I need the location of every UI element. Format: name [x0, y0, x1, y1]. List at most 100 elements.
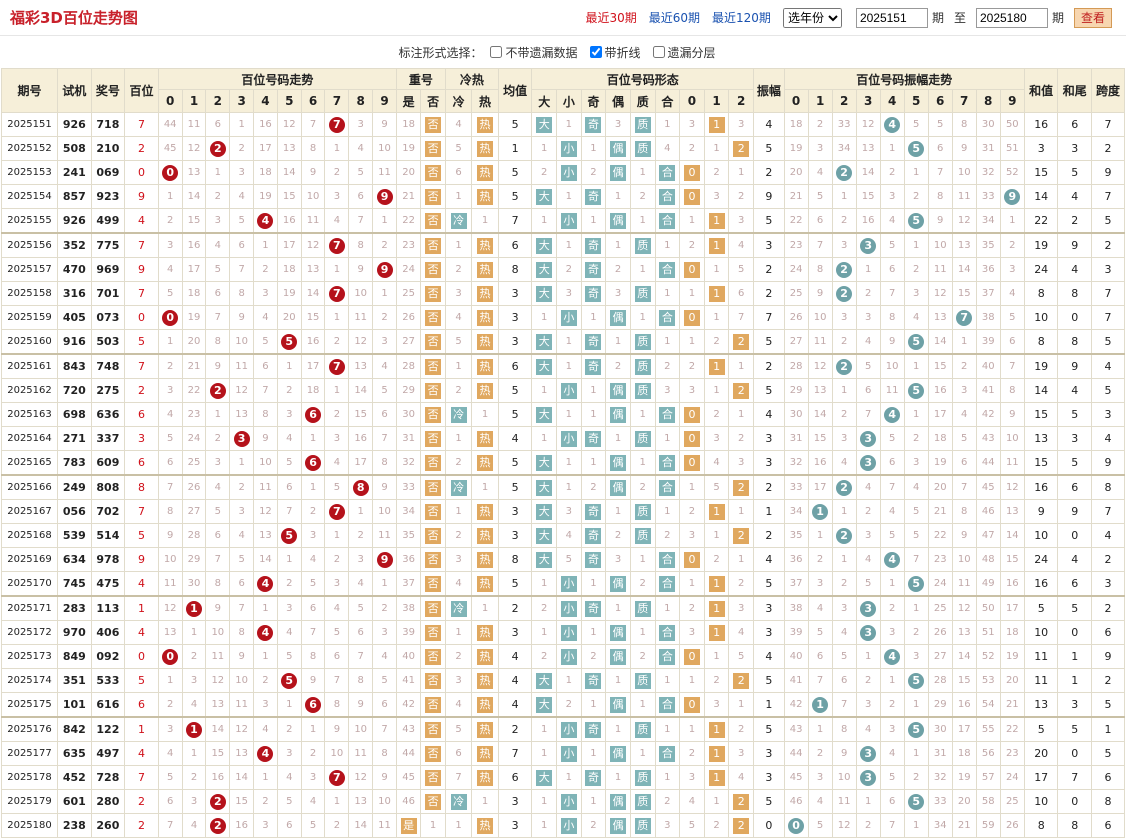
recent-60-link[interactable]: 最近60期: [648, 11, 701, 25]
form-flag: 合: [659, 551, 676, 568]
amp-missing-cell: 25: [999, 789, 1025, 814]
form-missing-cell: 1: [679, 329, 705, 355]
form-flag: 质: [634, 285, 651, 302]
trend-hit-cell: 0: [157, 305, 183, 330]
option-layer[interactable]: 遗漏分层: [652, 44, 716, 61]
span-cell: 2: [1091, 668, 1125, 693]
route-flag-cell: 2: [728, 668, 755, 693]
avg-cell: 7: [497, 208, 533, 234]
trend-missing-cell: 1: [324, 136, 350, 161]
trend-missing-cell: 5: [229, 208, 255, 234]
amp-missing-cell: 13: [951, 232, 977, 258]
amp-missing-cell: 44: [975, 450, 1001, 476]
amp-missing-cell: 11: [831, 789, 857, 814]
amp-missing-cell: 24: [927, 571, 953, 597]
trend-missing-cell: 4: [324, 450, 350, 476]
amp-missing-cell: 2: [903, 257, 929, 282]
from-period-input[interactable]: [855, 7, 928, 28]
hot-flag: 热: [477, 309, 494, 326]
amp-missing-cell: 7: [879, 474, 905, 500]
hit-ball: 7: [328, 358, 345, 375]
tail-cell: 6: [1057, 112, 1093, 137]
amp-hit-cell: 1: [807, 499, 833, 524]
trend-missing-cell: 11: [229, 692, 255, 718]
line-checkbox[interactable]: [589, 46, 602, 58]
trend-missing-cell: 24: [181, 426, 207, 451]
col-period[interactable]: 期号: [1, 68, 58, 113]
form-missing-cell: 1: [580, 450, 607, 476]
amp-hit-cell: 5: [903, 668, 929, 693]
recent-120-link[interactable]: 最近120期: [712, 11, 771, 25]
form-sub-header: 偶: [605, 89, 631, 113]
form-missing-cell: 1: [531, 789, 558, 814]
form-missing-cell: 1: [605, 184, 631, 209]
form-flag: 奇: [585, 188, 602, 205]
layer-checkbox[interactable]: [652, 46, 665, 58]
repeat-sub-header: 否: [420, 89, 446, 113]
route-flag-cell: 1: [703, 765, 730, 790]
to-period-input[interactable]: [975, 7, 1048, 28]
hot-flag: 热: [477, 164, 494, 181]
form-missing-cell: 1: [605, 499, 631, 524]
trend-missing-cell: 5: [300, 571, 326, 597]
trend-missing-cell: 9: [348, 692, 374, 718]
hit-ball: 5: [281, 333, 298, 350]
trend-missing-cell: 8: [253, 402, 278, 427]
trend-missing-cell: 2: [324, 329, 350, 355]
trend-missing-cell: 29: [181, 547, 207, 572]
trend-missing-cell: 3: [276, 741, 302, 766]
trend-missing-cell: 21: [181, 353, 207, 379]
trial-cell: 352: [57, 232, 92, 258]
form-flag-cell: 质: [629, 789, 656, 814]
col-span: 跨度: [1091, 68, 1125, 113]
route-flag: 1: [708, 721, 725, 738]
form-missing-cell: 3: [728, 112, 755, 137]
amp-ball: 3: [860, 454, 877, 471]
form-missing-cell: 2: [605, 523, 631, 548]
amp-missing-cell: 6: [927, 136, 953, 161]
hundreds-cell: 2: [124, 378, 159, 403]
trend-missing-cell: 11: [181, 112, 207, 137]
option-line[interactable]: 带折线: [589, 44, 641, 61]
trial-cell: 101: [57, 692, 92, 718]
amp-missing-cell: 4: [879, 499, 905, 524]
trend-missing-cell: 8: [300, 136, 326, 161]
year-select[interactable]: 选年份: [782, 7, 842, 28]
form-missing-cell: 1: [629, 692, 656, 718]
amp-cell: 1: [753, 499, 785, 524]
recent-30-link[interactable]: 最近30期: [585, 11, 637, 25]
amp-missing-cell: 51: [975, 620, 1001, 645]
amp-missing-cell: 3: [807, 136, 833, 161]
amp-hit-cell: 4: [879, 402, 905, 427]
hot-flag-cell: 热: [471, 112, 499, 137]
amp-missing-cell: 51: [999, 136, 1025, 161]
option-no-missing[interactable]: 不带遗漏数据: [490, 44, 578, 61]
trend-missing-cell: 15: [205, 741, 231, 766]
amp-hit-cell: 2: [831, 160, 857, 185]
trend-missing-cell: 6: [205, 112, 231, 137]
trend-missing-cell: 5: [205, 499, 231, 524]
span-cell: 3: [1091, 402, 1125, 427]
trend-missing-cell: 10: [300, 184, 326, 209]
form-missing-cell: 3: [605, 281, 631, 306]
route-flag: 1: [708, 624, 725, 641]
amp-ball: 1: [812, 696, 829, 713]
amp-missing-cell: 14: [951, 644, 977, 669]
form-flag: 大: [536, 551, 553, 568]
amp-digit-header: 7: [951, 89, 977, 113]
trend-missing-cell: 3: [348, 112, 374, 137]
view-button[interactable]: 查看: [1073, 7, 1112, 28]
period-cell: 2025175: [1, 692, 58, 718]
amp-missing-cell: 27: [783, 329, 809, 355]
hundreds-cell: 7: [124, 232, 159, 258]
amp-missing-cell: 13: [999, 499, 1025, 524]
trend-missing-cell: 7: [276, 499, 302, 524]
hit-ball: 9: [376, 261, 393, 278]
form-missing-cell: 1: [605, 716, 631, 742]
avg-cell: 8: [497, 547, 533, 572]
trial-cell: 849: [57, 644, 92, 669]
no-missing-checkbox[interactable]: [490, 46, 503, 58]
form-flag: 合: [659, 454, 676, 471]
form-flag: 质: [634, 382, 651, 399]
trend-missing-cell: 13: [181, 160, 207, 185]
